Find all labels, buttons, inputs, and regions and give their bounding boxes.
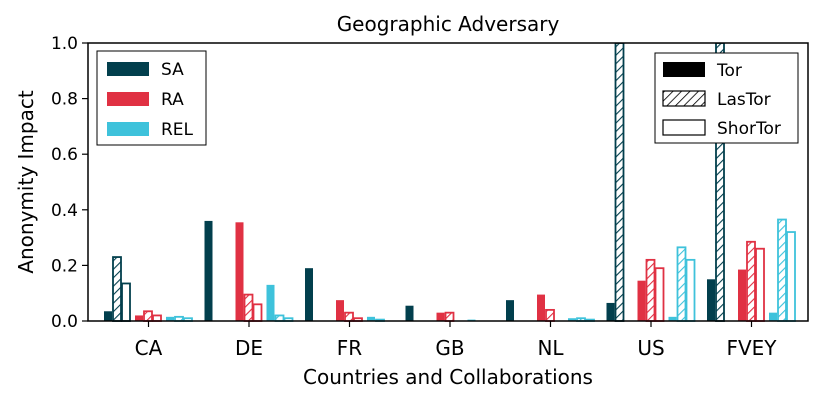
y-tick-label: 0.6 — [51, 145, 78, 165]
y-axis-label: Anonymity Impact — [14, 90, 38, 274]
x-axis: CA DE FR GB NL US FVEY — [135, 321, 777, 360]
bar-sa-tor-de — [204, 220, 213, 321]
bar-rel-tor-fvey — [769, 312, 777, 321]
bar-sa-tor-fr — [305, 268, 313, 321]
bar-ra-tor-de — [235, 222, 244, 321]
bar-ra-tor-nl — [537, 294, 545, 321]
x-tick-label: CA — [135, 336, 163, 360]
bar-ra-lastor-gb — [444, 311, 455, 322]
legend-metrics: SA RA REL — [96, 50, 207, 146]
bar-ra-tor-ca — [135, 315, 143, 321]
bar-sa-lastor-us — [614, 43, 625, 322]
bar-rel-lastor-us — [676, 246, 687, 322]
x-tick-label: FR — [337, 336, 363, 360]
bar-rel-tor-de — [266, 284, 275, 321]
bar-ra-tor-fr — [336, 300, 344, 321]
legend-swatch-rel — [107, 122, 149, 136]
bar-ra-lastor-ca — [143, 310, 153, 322]
bar-rel-shortor-us — [685, 258, 696, 322]
x-tick-label: GB — [435, 336, 464, 360]
legend-label-sa: SA — [161, 60, 184, 80]
y-tick-label: 0.4 — [51, 201, 78, 221]
bar-sa-tor-gb — [405, 305, 414, 321]
y-axis: 0.0 0.2 0.4 0.6 0.8 1.0 — [51, 34, 88, 332]
bar-rel-shortor-fvey — [786, 231, 796, 322]
bar-sa-tor-us — [606, 302, 615, 321]
y-tick-label: 1.0 — [51, 34, 78, 54]
bar-rel-tor-ca — [166, 316, 174, 321]
y-tick-label: 0.2 — [51, 256, 78, 276]
x-tick-label: FVEY — [726, 336, 777, 360]
x-tick-label: NL — [537, 336, 564, 360]
bar-ra-shortor-ca — [152, 314, 162, 322]
legend-swatch-sa — [107, 62, 149, 76]
x-axis-label: Countries and Collaborations — [303, 365, 593, 389]
legend-swatch-shortor — [662, 119, 706, 136]
x-tick-label: DE — [235, 336, 263, 360]
legend-label-lastor: LasTor — [717, 90, 771, 110]
plot-frame — [87, 42, 809, 322]
bar-ra-tor-us — [637, 280, 646, 321]
bar-sa-tor-nl — [506, 300, 514, 321]
bar-rel-lastor-de — [274, 314, 285, 322]
bar-ra-lastor-fr — [344, 311, 354, 322]
bar-ra-lastor-nl — [545, 308, 555, 322]
y-tick-label: 0.8 — [51, 90, 78, 110]
bar-ra-tor-fvey — [738, 269, 746, 321]
bar-sa-lastor-ca — [112, 256, 122, 322]
legend-label-shortor: ShorTor — [717, 119, 781, 139]
bar-ra-lastor-fvey — [746, 240, 756, 322]
legend-label-rel: REL — [161, 120, 194, 140]
chart-title: Geographic Adversary — [337, 12, 560, 36]
legend-label-ra: RA — [161, 90, 184, 110]
bar-rel-tor-us — [668, 316, 677, 321]
bar-ra-shortor-us — [654, 267, 665, 322]
bar-rel-lastor-fvey — [777, 218, 787, 322]
legend-variants: Tor LasTor ShorTor — [654, 52, 799, 144]
bar-ra-shortor-fvey — [755, 247, 765, 322]
bar-ra-shortor-de — [252, 303, 263, 322]
bar-ra-tor-gb — [436, 312, 445, 321]
bar-ra-lastor-de — [243, 293, 254, 322]
bar-sa-shortor-ca — [121, 282, 131, 322]
legend-label-tor: Tor — [716, 61, 742, 81]
x-tick-label: US — [637, 336, 664, 360]
legend-swatch-ra — [107, 92, 149, 106]
bar-sa-tor-fvey — [707, 279, 715, 321]
legend-swatch-tor — [663, 62, 705, 77]
bar-sa-tor-ca — [104, 311, 112, 321]
y-tick-label: 0.0 — [51, 312, 78, 332]
bar-rel-tor-fr — [367, 316, 375, 321]
bar-rel-tor-nl — [568, 318, 576, 321]
bar-ra-lastor-us — [645, 258, 656, 322]
legend-swatch-lastor — [662, 90, 706, 107]
